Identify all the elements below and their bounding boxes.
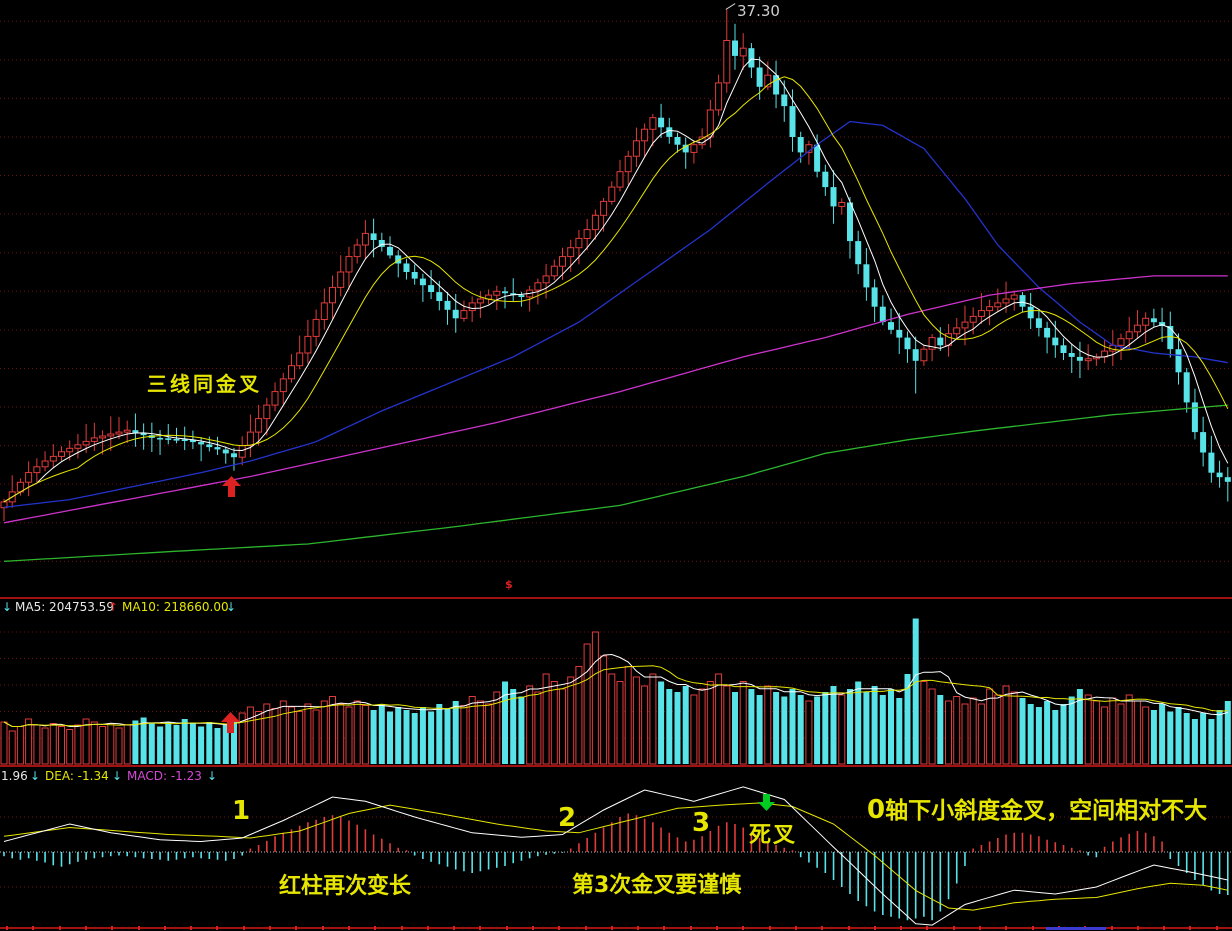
down-arrow-icon: ↓ — [207, 769, 218, 783]
down-arrow-icon: ↓ — [30, 769, 41, 783]
price-panel[interactable] — [0, 0, 1232, 598]
volume-ma10-label: MA10: 218660.00 — [122, 600, 229, 614]
peak-price-label: 37.30 — [737, 2, 780, 20]
red-bars-longer-label: 红柱再次变长 — [279, 874, 412, 899]
panel-separator — [0, 597, 1232, 599]
down-arrow-icon: ↓ — [112, 769, 123, 783]
death-cross-label: 死叉 — [749, 823, 798, 848]
macd-value: MACD: -1.23 — [127, 769, 202, 783]
macd-panel[interactable] — [0, 766, 1232, 929]
time-axis-ticks — [0, 926, 1232, 931]
dollar-marker: $ — [505, 578, 513, 591]
down-arrow-icon: ↓ — [226, 600, 237, 614]
macd-indicator-header: 1.96 ↓ DEA: -1.34 ↓ MACD: -1.23 ↓ — [0, 769, 300, 783]
three-line-golden-cross-label: 三线同金叉 — [147, 372, 262, 396]
golden-cross-2-label: 2 — [558, 803, 577, 833]
third-cross-caution-label: 第3次金叉要谨慎 — [572, 873, 742, 898]
volume-indicator-header: ↓ MA5: 204753.59 ↑ MA10: 218660.00 ↓ — [0, 600, 300, 614]
scrollbar-thumb[interactable] — [1046, 927, 1106, 930]
zero-axis-bold-zero: 0 — [867, 795, 886, 825]
dea-value: DEA: -1.34 — [45, 769, 109, 783]
zero-axis-rest: 轴下小斜度金叉，空间相对不大 — [885, 798, 1208, 824]
dif-value: 1.96 — [1, 769, 28, 783]
panel-separator — [0, 765, 1232, 767]
golden-cross-3-label: 3 — [692, 808, 711, 838]
volume-ma5-label: MA5: 204753.59 — [15, 600, 114, 614]
up-arrow-icon: ↑ — [108, 600, 119, 614]
ma5-trend-arrow-icon: ↓ — [2, 600, 13, 614]
volume-panel[interactable] — [0, 600, 1232, 766]
bottom-axis-line — [0, 927, 1232, 929]
zero-axis-note-label: 0轴下小斜度金叉，空间相对不大 — [867, 791, 1207, 825]
golden-cross-1-label: 1 — [232, 796, 251, 826]
